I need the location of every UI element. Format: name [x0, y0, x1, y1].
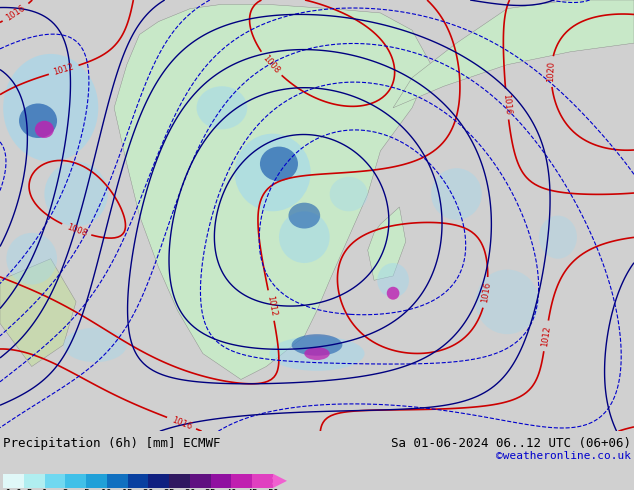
Text: 1012: 1012: [53, 63, 75, 77]
Text: Precipitation (6h) [mm] ECMWF: Precipitation (6h) [mm] ECMWF: [3, 437, 221, 450]
Text: 20: 20: [143, 489, 154, 490]
Ellipse shape: [44, 162, 108, 226]
Text: 2: 2: [62, 489, 68, 490]
Ellipse shape: [269, 336, 365, 371]
Text: 1: 1: [42, 489, 48, 490]
Ellipse shape: [63, 328, 127, 362]
Bar: [127, 474, 148, 488]
Text: 1016: 1016: [4, 3, 27, 23]
Bar: [65, 474, 86, 488]
Ellipse shape: [260, 147, 298, 181]
Ellipse shape: [292, 334, 342, 356]
Bar: [107, 474, 127, 488]
Text: Sa 01-06-2024 06..12 UTC (06+06): Sa 01-06-2024 06..12 UTC (06+06): [391, 437, 631, 450]
Polygon shape: [114, 4, 431, 379]
Ellipse shape: [6, 233, 57, 285]
Bar: [169, 474, 190, 488]
Bar: [148, 474, 169, 488]
Bar: [190, 474, 210, 488]
Text: 0.1: 0.1: [0, 489, 12, 490]
Bar: [252, 474, 273, 488]
Ellipse shape: [279, 211, 330, 263]
Ellipse shape: [539, 216, 577, 259]
Text: 1016: 1016: [501, 93, 512, 115]
Text: 1016: 1016: [170, 415, 193, 431]
Ellipse shape: [431, 168, 482, 220]
Text: 1020: 1020: [547, 61, 556, 82]
Text: 1012: 1012: [265, 294, 278, 317]
Text: ©weatheronline.co.uk: ©weatheronline.co.uk: [496, 451, 631, 462]
Bar: [86, 474, 107, 488]
Ellipse shape: [288, 203, 320, 228]
Text: 1016: 1016: [481, 281, 493, 304]
Ellipse shape: [35, 121, 54, 138]
Ellipse shape: [377, 263, 409, 297]
Text: 15: 15: [122, 489, 134, 490]
Text: 0.5: 0.5: [15, 489, 32, 490]
Polygon shape: [273, 474, 287, 488]
Polygon shape: [368, 207, 406, 280]
Ellipse shape: [304, 347, 330, 360]
Text: 45: 45: [247, 489, 258, 490]
Text: 50: 50: [267, 489, 279, 490]
Text: 25: 25: [164, 489, 175, 490]
Text: 10: 10: [101, 489, 113, 490]
Text: 40: 40: [226, 489, 237, 490]
Text: 35: 35: [205, 489, 217, 490]
Polygon shape: [393, 0, 634, 108]
Bar: [23, 474, 44, 488]
Ellipse shape: [387, 287, 399, 300]
Ellipse shape: [3, 54, 98, 162]
Text: 5: 5: [83, 489, 89, 490]
Text: 1008: 1008: [261, 53, 281, 75]
Bar: [44, 474, 65, 488]
Ellipse shape: [197, 86, 247, 129]
Ellipse shape: [330, 177, 368, 211]
Ellipse shape: [235, 134, 311, 211]
Bar: [3, 474, 23, 488]
Bar: [231, 474, 252, 488]
Text: 1008: 1008: [65, 222, 88, 238]
Bar: [210, 474, 231, 488]
Text: 1012: 1012: [540, 325, 552, 347]
Ellipse shape: [476, 270, 539, 334]
Ellipse shape: [19, 103, 57, 138]
Text: 30: 30: [184, 489, 196, 490]
Polygon shape: [0, 259, 76, 367]
